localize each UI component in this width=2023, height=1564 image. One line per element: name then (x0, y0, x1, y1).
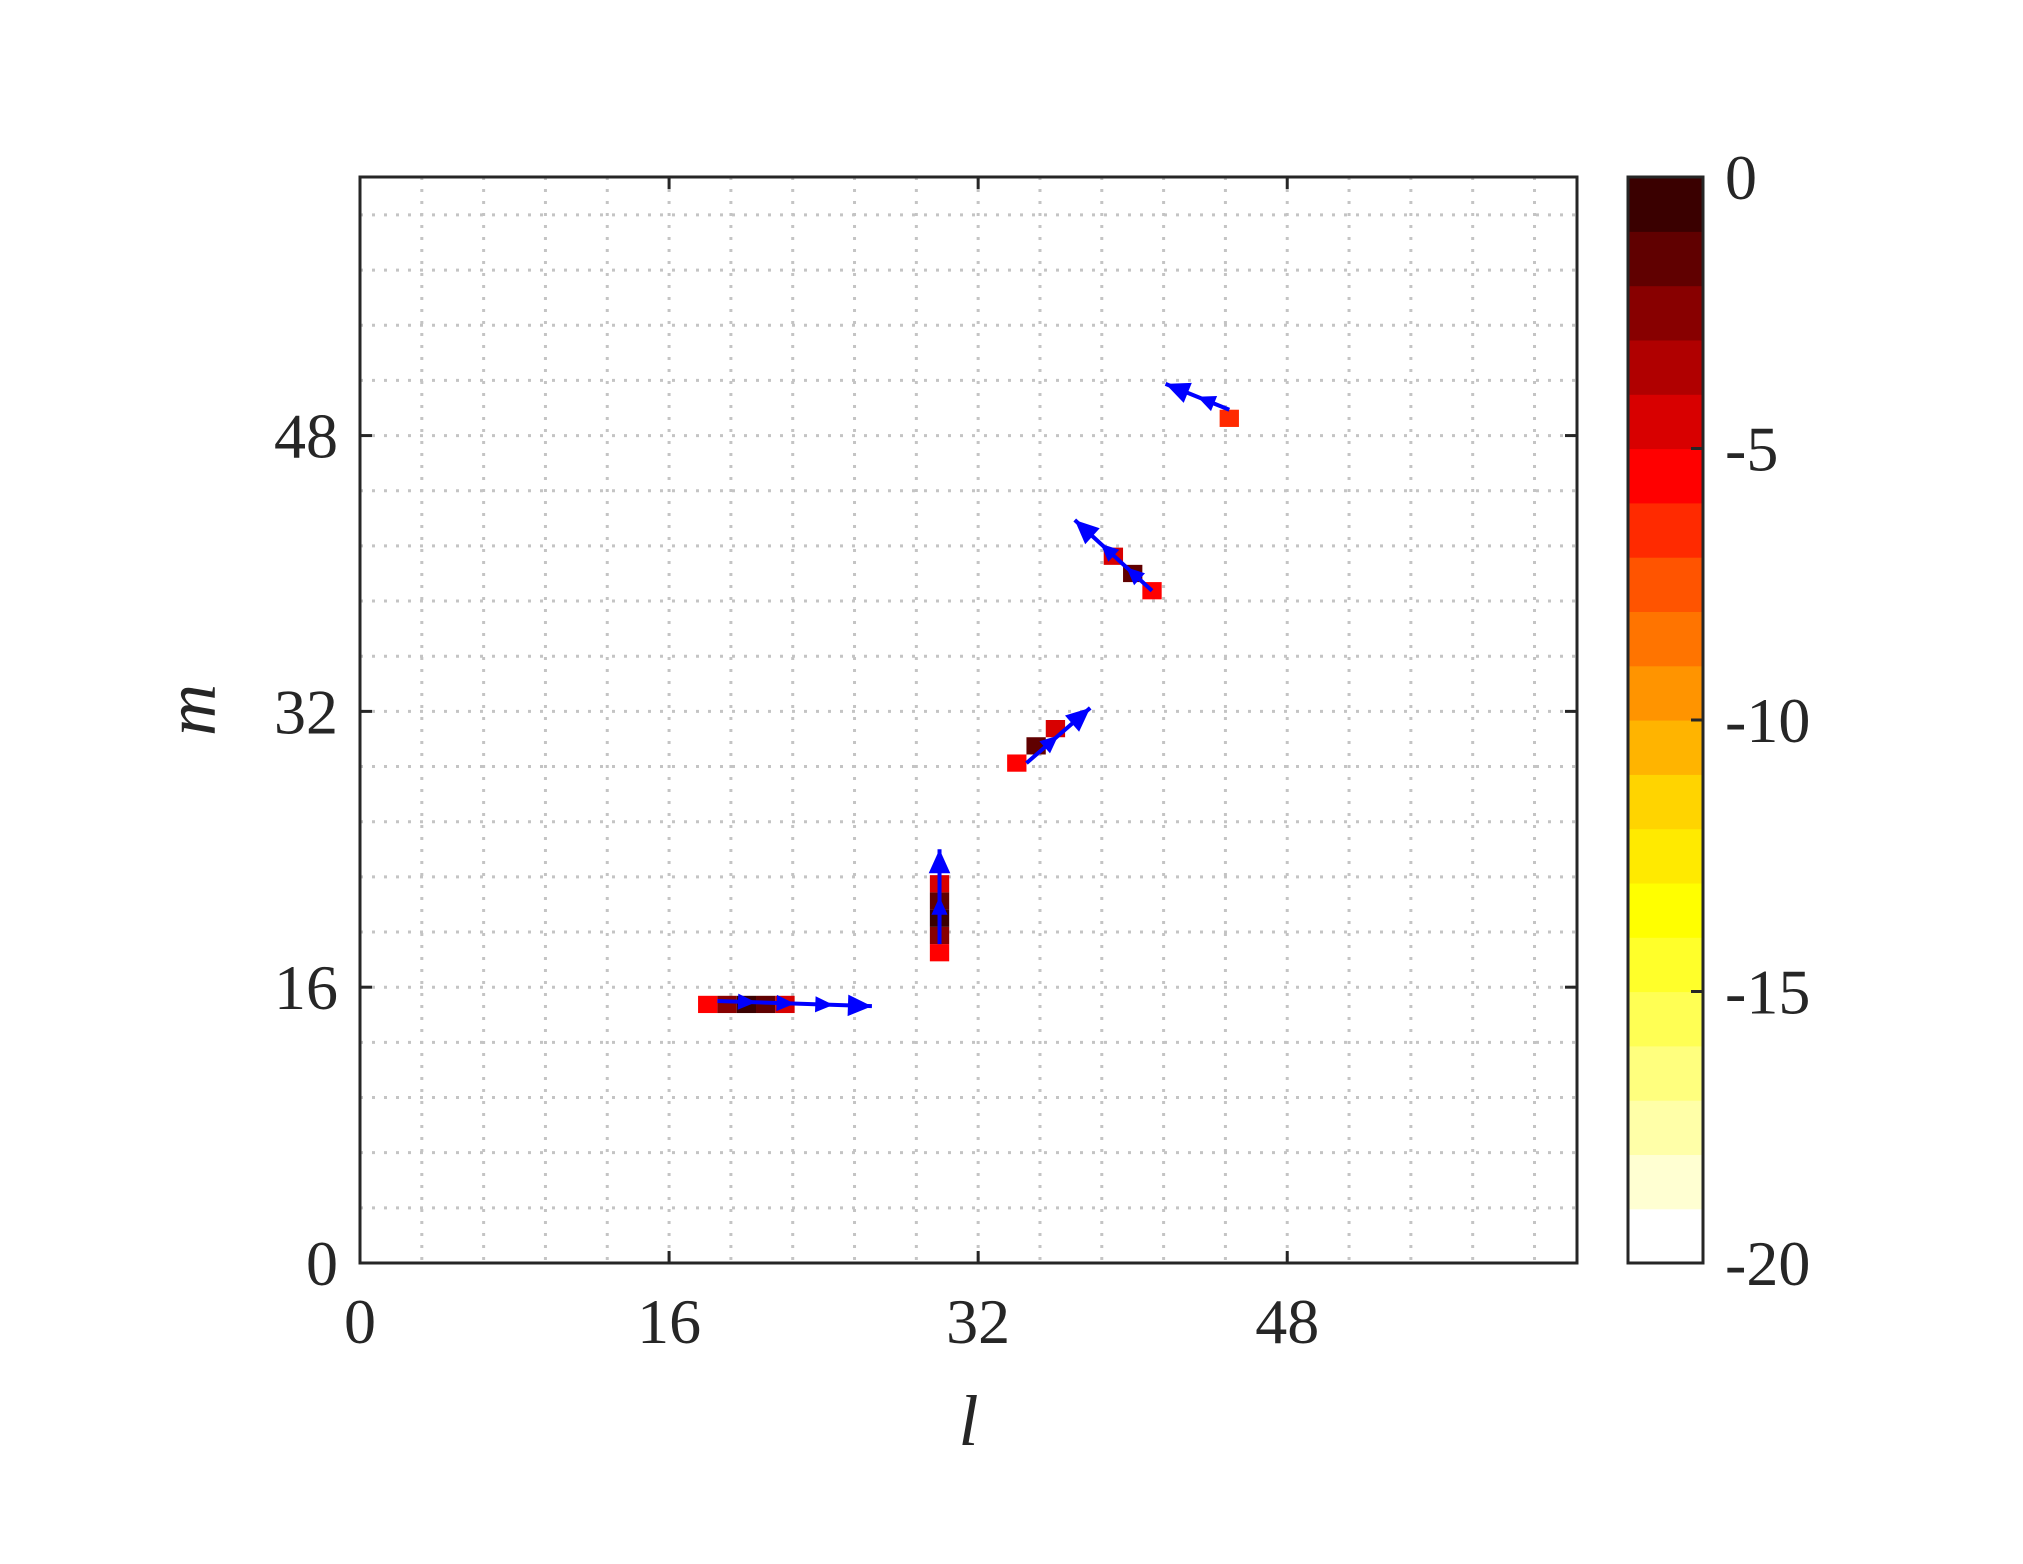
heatmap-cell (1219, 409, 1239, 427)
vector-arrow (1164, 382, 1231, 412)
heatmap-cell (1026, 737, 1046, 755)
colorbar-swatch (1628, 502, 1703, 558)
y-tick-label: 16 (274, 952, 338, 1023)
x-tick-label: 48 (1255, 1286, 1319, 1357)
vector-arrowhead (737, 993, 756, 1010)
heatmap-cell (698, 995, 718, 1014)
vector-arrowhead (931, 896, 948, 915)
colorbar-swatch (1628, 339, 1703, 395)
vector-arrowhead (1065, 707, 1091, 732)
colorbar-swatch (1628, 774, 1703, 830)
colorbar-swatch (1628, 557, 1703, 612)
colorbar-swatch (1628, 1208, 1703, 1264)
heatmap-cell (1007, 754, 1027, 772)
vector-arrowhead (928, 849, 951, 874)
vector-arrow (1025, 706, 1092, 765)
x-tick-label: 16 (637, 1286, 701, 1357)
colorbar-swatch (1628, 882, 1703, 938)
colorbar-tick-label: -5 (1725, 414, 1778, 485)
colorbar: 0 -5 -10 -15 -20 (1626, 142, 1810, 1299)
colorbar-tick-label: -15 (1725, 957, 1810, 1028)
colorbar-swatch (1628, 1100, 1703, 1155)
y-tick-label: 0 (306, 1228, 338, 1299)
colorbar-swatch (1628, 1045, 1703, 1101)
colorbar-swatch (1628, 285, 1703, 341)
y-tick-label: 32 (274, 676, 338, 747)
vector-arrowhead (776, 994, 795, 1012)
vector-arrowhead (815, 996, 834, 1013)
colorbar-swatch (1628, 720, 1703, 775)
colorbar-tick-label: 0 (1725, 142, 1757, 213)
colorbar-swatch (1628, 394, 1703, 450)
colorbar-swatch (1628, 611, 1703, 667)
vector-arrowhead (1100, 543, 1120, 562)
tick-labels: 0 16 32 48 0 16 32 48 (274, 401, 1319, 1357)
vector-arrow (928, 849, 951, 945)
colorbar-ticks: 0 -5 -10 -15 -20 (1691, 142, 1810, 1299)
x-tick-label: 32 (946, 1286, 1010, 1357)
colorbar-swatch (1628, 177, 1703, 232)
colorbar-swatch (1628, 448, 1703, 504)
colorbar-swatch (1628, 1154, 1703, 1210)
colorbar-swatch (1628, 828, 1703, 884)
plot-background (360, 177, 1577, 1263)
x-tick-label: 0 (344, 1286, 376, 1357)
colorbar-swatches (1628, 177, 1703, 1264)
colorbar-swatch (1628, 665, 1703, 721)
plot-frame (358, 175, 1579, 1265)
vector-arrowhead (1074, 520, 1100, 545)
axis-ticks (358, 177, 1577, 1265)
y-axis-label: m (151, 684, 231, 736)
vector-arrowhead (1039, 735, 1059, 754)
vector-arrowhead (1165, 382, 1192, 403)
vector-arrowhead (847, 994, 872, 1017)
vector-arrowhead (1197, 396, 1218, 412)
heatmap-cell (929, 944, 950, 962)
colorbar-swatch (1628, 991, 1703, 1047)
colorbar-tick-label: -20 (1725, 1228, 1810, 1299)
colorbar-swatch (1628, 937, 1703, 993)
colorbar-swatch (1628, 231, 1703, 287)
grid-lines (360, 177, 1577, 1263)
heatmap-cell (717, 995, 737, 1014)
vector-arrows (717, 382, 1231, 1017)
plot-area (358, 175, 1579, 1265)
vector-arrow (717, 993, 872, 1017)
vector-arrowhead (1126, 567, 1145, 586)
y-tick-label: 48 (274, 401, 338, 472)
x-axis-label: l (958, 1381, 978, 1461)
colorbar-tick-label: -10 (1725, 685, 1810, 756)
vector-arrow (1073, 518, 1154, 593)
